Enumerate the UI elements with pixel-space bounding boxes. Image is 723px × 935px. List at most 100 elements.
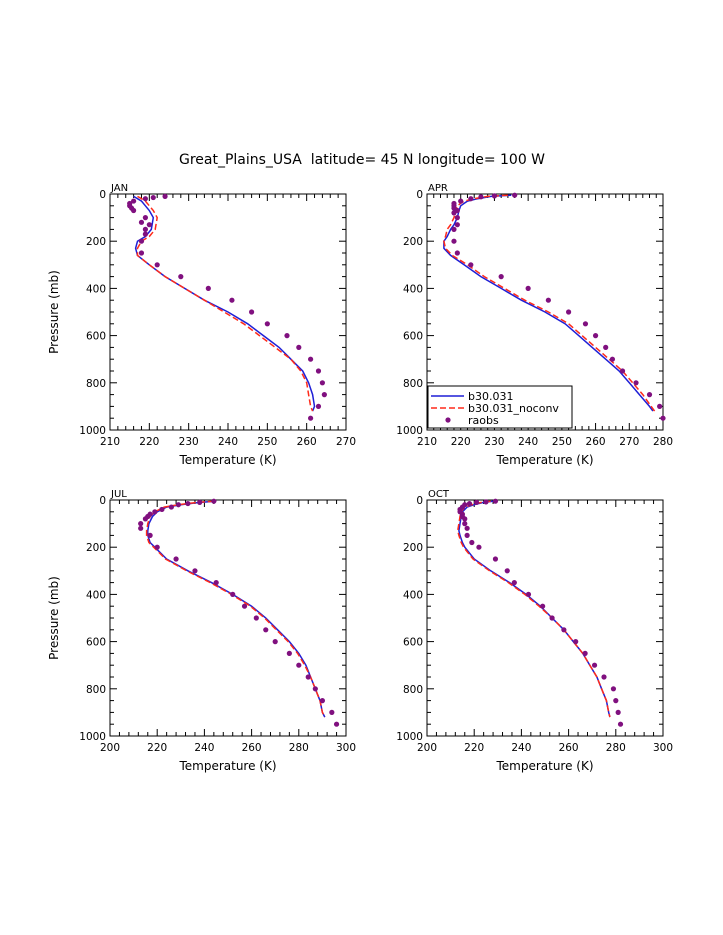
jan-x-tick-label: 270 bbox=[336, 436, 356, 448]
apr-panel: APR 210 220 230 240 250 260 270 280 0 200 400 600 800… bbox=[396, 183, 673, 467]
oct-raob-point bbox=[549, 615, 555, 621]
jan-raob-point bbox=[146, 222, 152, 228]
jul-raob-point bbox=[159, 506, 165, 513]
oct-y-tick-label: 1000 bbox=[396, 731, 423, 743]
apr-raob-point bbox=[454, 215, 460, 221]
oct-y-tick-label: 200 bbox=[403, 542, 423, 554]
jul-raob-point bbox=[329, 709, 335, 716]
oct-raob-point bbox=[617, 721, 624, 727]
oct-x-tick-label: 280 bbox=[606, 742, 626, 754]
jan-y-tick-label: 600 bbox=[86, 331, 106, 343]
jul-raob-point bbox=[138, 521, 144, 527]
jul-raob-point bbox=[211, 498, 217, 504]
oct-y-tick-label: 600 bbox=[403, 637, 423, 649]
jul-y-tick-label: 0 bbox=[99, 495, 106, 507]
oct-raob-point bbox=[615, 709, 621, 716]
jan-raob-point bbox=[205, 285, 211, 291]
apr-panel-label: APR bbox=[428, 183, 448, 194]
oct-series-b30-031-noconv bbox=[456, 500, 611, 718]
apr-y-tick-label: 400 bbox=[403, 283, 423, 295]
apr-raob-point bbox=[633, 380, 639, 386]
apr-raob-point bbox=[491, 193, 498, 199]
apr-raob-point bbox=[619, 368, 626, 374]
jan-raob-point bbox=[229, 297, 235, 303]
jul-raob-point bbox=[312, 686, 318, 692]
apr-y-tick-label: 600 bbox=[403, 331, 423, 343]
apr-raob-point bbox=[545, 297, 551, 303]
jul-raob-point bbox=[152, 509, 158, 515]
apr-y-tick-label: 200 bbox=[403, 236, 423, 248]
apr-raob-point bbox=[468, 262, 474, 268]
oct-x-tick-label: 220 bbox=[464, 742, 484, 754]
apr-x-tick-label: 270 bbox=[619, 436, 639, 448]
legend-box bbox=[427, 385, 573, 429]
legend-marker-raobs bbox=[445, 417, 451, 423]
apr-y-tick-label: 800 bbox=[403, 378, 423, 390]
legend-label-raobs: raobs bbox=[468, 414, 499, 427]
jul-x-tick-label: 220 bbox=[147, 742, 167, 754]
oct-raob-point bbox=[525, 591, 532, 598]
jul-raob-point bbox=[213, 580, 219, 586]
jan-raob-point bbox=[138, 219, 145, 225]
oct-y-tick-label: 400 bbox=[403, 589, 423, 601]
apr-x-tick-label: 210 bbox=[417, 436, 437, 448]
oct-x-tick-label: 260 bbox=[559, 742, 579, 754]
jan-y-tick-label: 200 bbox=[86, 236, 106, 248]
oct-raob-point bbox=[464, 532, 470, 539]
jan-series-b30-031 bbox=[133, 195, 316, 412]
jul-x-tick-label: 200 bbox=[100, 742, 120, 754]
apr-raob-point bbox=[603, 344, 609, 350]
jan-x-tick-label: 260 bbox=[297, 436, 317, 448]
jan-x-tick-label: 240 bbox=[218, 436, 238, 448]
jan-raob-point bbox=[162, 193, 168, 199]
legend-label-b30-031-noconv: b30.031_noconv bbox=[468, 402, 559, 415]
oct-raob-point bbox=[462, 521, 468, 527]
jul-raob-point bbox=[168, 504, 174, 510]
apr-raob-point bbox=[478, 194, 484, 200]
jul-raob-point bbox=[305, 674, 311, 680]
apr-x-tick-label: 230 bbox=[484, 436, 504, 448]
apr-raob-point bbox=[660, 415, 666, 421]
apr-raob-point bbox=[525, 285, 531, 291]
jul-raob-point bbox=[272, 639, 278, 645]
jul-y-tick-label: 800 bbox=[86, 684, 106, 696]
jan-series-b30-031-noconv bbox=[136, 195, 314, 412]
jul-y-axis-label: Pressure (mb) bbox=[47, 576, 61, 660]
apr-x-tick-label: 280 bbox=[653, 436, 673, 448]
oct-y-tick-label: 800 bbox=[403, 684, 423, 696]
jan-y-tick-label: 1000 bbox=[79, 425, 106, 437]
oct-raob-point bbox=[464, 525, 470, 531]
apr-raob-point bbox=[582, 321, 589, 327]
apr-raob-point bbox=[458, 198, 464, 204]
jul-raob-point bbox=[175, 502, 182, 508]
jul-raob-point bbox=[154, 544, 160, 550]
oct-panel-label: OCT bbox=[428, 489, 450, 500]
jan-raob-point bbox=[264, 321, 270, 327]
jan-raob-point bbox=[142, 215, 148, 221]
jan-x-axis-label: Temperature (K) bbox=[178, 453, 276, 467]
oct-raob-point bbox=[504, 568, 510, 574]
jan-y-tick-label: 800 bbox=[86, 378, 106, 390]
jul-y-tick-label: 200 bbox=[86, 542, 106, 554]
oct-raob-point bbox=[473, 499, 480, 505]
jul-raob-point bbox=[147, 532, 153, 539]
jan-x-tick-label: 210 bbox=[100, 436, 120, 448]
jan-raob-point bbox=[131, 207, 137, 214]
oct-raob-point bbox=[483, 499, 489, 505]
oct-raob-point bbox=[601, 674, 607, 680]
jan-x-tick-label: 250 bbox=[257, 436, 277, 448]
apr-raob-point bbox=[512, 192, 518, 198]
jan-raob-point bbox=[142, 231, 148, 237]
apr-series-b30-031 bbox=[443, 194, 654, 412]
jul-raob-point bbox=[142, 516, 148, 522]
jul-raob-point bbox=[253, 615, 259, 621]
jul-raob-point bbox=[319, 698, 325, 704]
jan-x-tick-label: 230 bbox=[179, 436, 199, 448]
oct-x-tick-label: 240 bbox=[511, 742, 531, 754]
oct-x-tick-label: 300 bbox=[653, 742, 673, 754]
jan-raob-point bbox=[150, 194, 156, 201]
jan-raob-point bbox=[315, 403, 322, 409]
oct-panel: OCT 200 220 240 260 280 300 0 200 400 600 800 1000 Te… bbox=[396, 489, 673, 773]
oct-raob-point bbox=[591, 662, 598, 668]
